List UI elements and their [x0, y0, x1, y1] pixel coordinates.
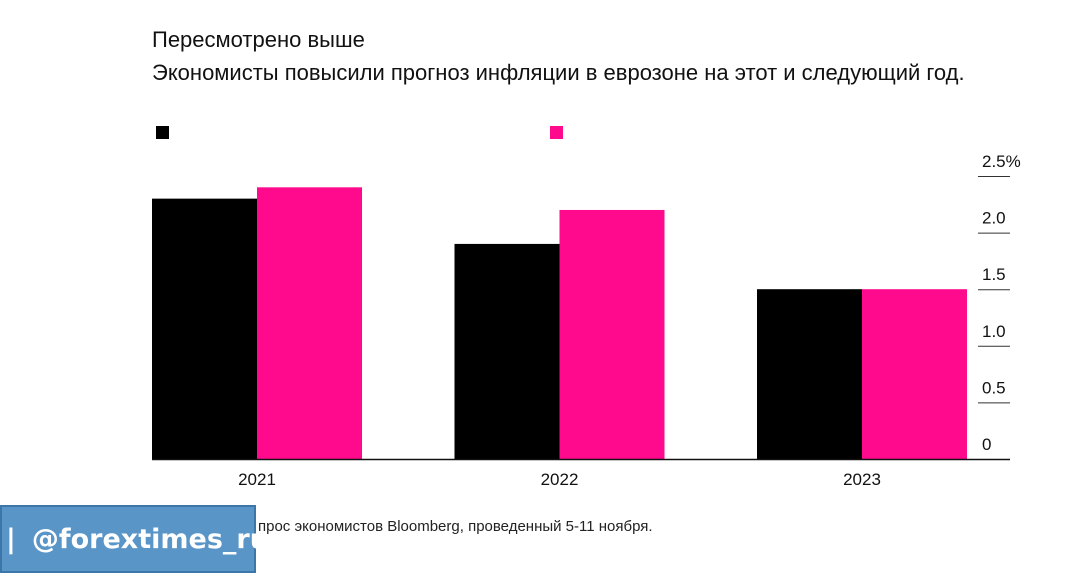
y-tick-label: 2.5% [982, 152, 1021, 171]
y-tick-label: 0.5 [982, 378, 1006, 397]
y-tick-label: 1.0 [982, 322, 1006, 341]
watermark-badge: | @forextimes_ru [0, 505, 269, 573]
bar-2023-series-1 [757, 289, 862, 459]
y-tick-label: 2.0 [982, 209, 1006, 228]
legend-swatch-series-2 [550, 126, 563, 139]
chart-subtitle: Экономисты повысили прогноз инфляции в е… [152, 60, 965, 85]
x-tick-label-2021: 2021 [238, 470, 276, 489]
y-tick-label: 0 [982, 435, 991, 454]
legend-swatch-series-1 [156, 126, 169, 139]
bar-2022-series-1 [454, 243, 560, 459]
bar-2022-series-2 [559, 209, 665, 459]
watermark-bar: | [6, 523, 16, 555]
x-axis: 2021 2022 2023 [152, 458, 1010, 489]
y-axis: 0 0.5 1.0 1.5 2.0 2.5% [978, 152, 1021, 454]
x-tick-label-2023: 2023 [843, 470, 881, 489]
x-tick-label-2022: 2022 [541, 470, 579, 489]
bar-2021-series-2 [257, 187, 362, 459]
bars-group [152, 187, 967, 459]
watermark-text: @forextimes_ru [31, 523, 269, 555]
chart-title: Пересмотрено выше [152, 27, 365, 52]
y-tick-label: 1.5 [982, 265, 1006, 284]
bar-2023-series-2 [862, 289, 967, 459]
source-note: прос экономистов Bloomberg, проведенный … [258, 518, 653, 535]
bar-2021-series-1 [152, 198, 257, 459]
